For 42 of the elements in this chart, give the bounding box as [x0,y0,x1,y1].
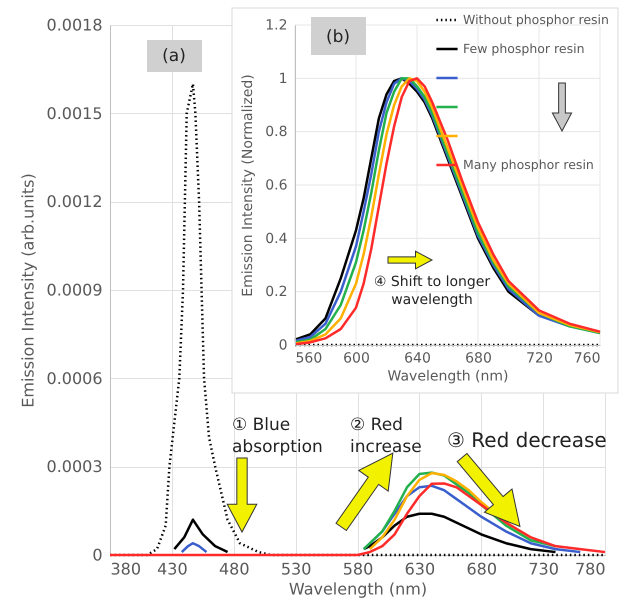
x-tick-label: 560 [296,350,322,366]
legend-label: Without phosphor resin [463,12,609,27]
y-axis-title: Emission Intensity (arb.units) [18,173,38,408]
x-axis-title: Wavelength (nm) [388,368,508,384]
y-tick-label: 0.0015 [46,104,102,123]
y-axis-title: Emission Intensity (Normalized) [240,74,256,297]
x-tick-label: 630 [404,560,436,578]
x-tick-label: 760 [574,350,600,366]
x-tick-label: 380 [110,560,142,578]
x-tick-label: 430 [157,560,188,578]
annotation: (a) [162,46,186,66]
x-tick-label: 730 [528,560,559,578]
x-tick-label: 780 [574,560,606,578]
x-tick-label: 600 [343,350,370,366]
y-tick-label: 0.6 [265,178,288,194]
x-axis-title: Wavelength (nm) [288,580,428,598]
x-tick-label: 580 [342,560,374,578]
y-tick-label: 0.8 [265,124,288,140]
y-tick-label: 0.0009 [46,280,102,300]
x-tick-label: 640 [404,350,431,366]
x-tick-label: 480 [218,560,250,578]
annotation: (b) [326,27,350,47]
legend-label: Few phosphor resin [463,41,584,56]
y-tick-label: 0.0012 [46,192,102,212]
y-tick-label: 1 [278,70,288,87]
legend-label: Many phosphor resin [463,157,594,172]
y-tick-label: 1.2 [265,18,288,34]
y-tick-label: 0.4 [265,230,288,247]
annotation: ④ Shift to longer wavelength [374,274,490,308]
y-tick-label: 0 [278,338,288,354]
y-tick-label: 0.0018 [46,16,102,34]
x-tick-label: 530 [280,560,312,578]
annotation: ③ Red decrease [447,428,607,452]
y-tick-label: 0.0003 [46,457,102,476]
y-tick-label: 0.0006 [46,368,102,388]
x-tick-label: 680 [466,560,498,578]
x-tick-label: 720 [526,350,553,366]
y-tick-label: 0.2 [265,284,288,300]
y-tick-label: 0 [92,546,102,564]
annotation: ① Blue absorption [232,415,323,458]
annotation: ② Red increase [350,415,422,458]
x-tick-label: 680 [465,350,492,366]
